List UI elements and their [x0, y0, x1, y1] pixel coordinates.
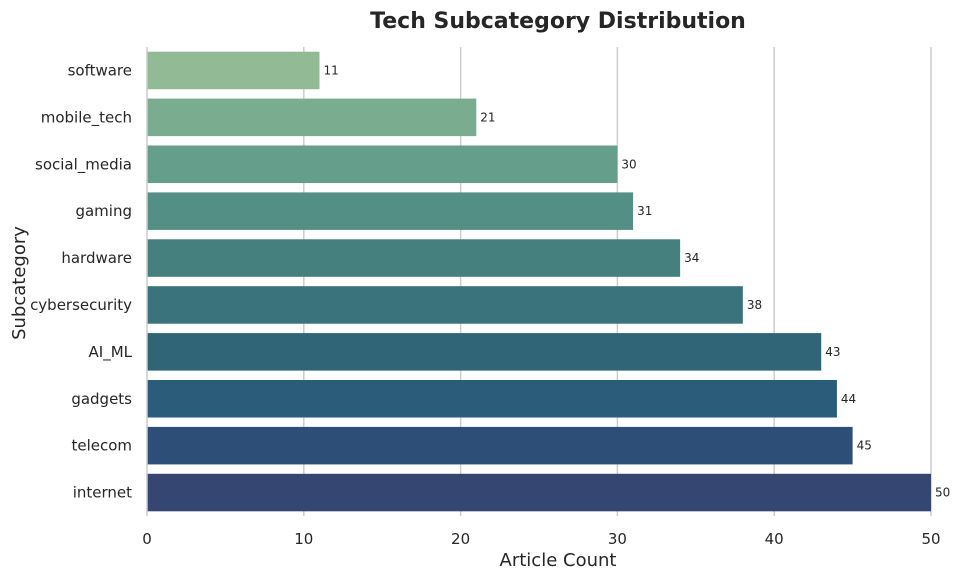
x-tick-label: 20 [451, 530, 470, 548]
bar-value-label: 44 [841, 392, 856, 406]
y-tick-label: software [68, 61, 132, 79]
x-tick-label: 40 [765, 530, 784, 548]
y-tick-label: social_media [35, 155, 132, 174]
bar-social_media [147, 145, 618, 184]
x-tick-label: 50 [921, 530, 940, 548]
y-tick-label: telecom [71, 437, 132, 455]
y-tick-label: gaming [75, 202, 132, 220]
bar-value-label: 30 [621, 157, 636, 171]
y-tick-label: cybersecurity [30, 296, 132, 314]
y-tick-label: internet [73, 484, 132, 502]
y-tick-label: mobile_tech [41, 108, 132, 127]
bar-mobile_tech [147, 98, 477, 137]
bar-value-labels: 11 21 30 31 34 38 43 44 45 50 [323, 63, 950, 499]
bar-gadgets [147, 379, 837, 418]
x-tick-label: 0 [142, 530, 152, 548]
bar-cybersecurity [147, 286, 743, 324]
bars [147, 51, 931, 512]
y-tick-label: hardware [61, 249, 132, 267]
bar-value-label: 45 [857, 439, 872, 453]
bar-value-label: 21 [480, 110, 495, 124]
bar-value-label: 38 [747, 298, 762, 312]
bar-internet [147, 473, 931, 512]
chart-title: Tech Subcategory Distribution [370, 9, 746, 34]
bar-value-label: 43 [825, 345, 840, 359]
bar-value-label: 50 [935, 486, 950, 500]
bar-hardware [147, 239, 681, 277]
bar-value-label: 11 [323, 63, 338, 77]
x-tick-labels: 0 10 20 30 40 50 [142, 530, 940, 548]
y-axis-label: Subcategory [9, 226, 30, 340]
bar-telecom [147, 426, 853, 465]
x-tick-label: 10 [294, 530, 313, 548]
bar-software [147, 51, 320, 90]
x-axis-label: Article Count [500, 550, 617, 571]
x-tick-label: 30 [608, 530, 627, 548]
bar-gaming [147, 192, 634, 230]
y-tick-label: gadgets [71, 390, 132, 408]
bar-value-label: 34 [684, 251, 699, 265]
bar-value-label: 31 [637, 204, 652, 218]
bar-AI_ML [147, 333, 822, 371]
y-tick-label: AI_ML [89, 343, 133, 362]
